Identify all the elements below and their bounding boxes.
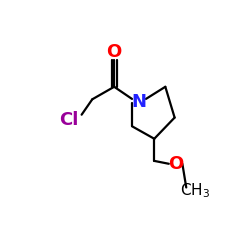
Text: CH$_3$: CH$_3$ <box>180 182 210 200</box>
Text: Cl: Cl <box>59 111 79 129</box>
Text: O: O <box>168 155 183 173</box>
Text: O: O <box>106 43 122 61</box>
Text: N: N <box>131 93 146 111</box>
